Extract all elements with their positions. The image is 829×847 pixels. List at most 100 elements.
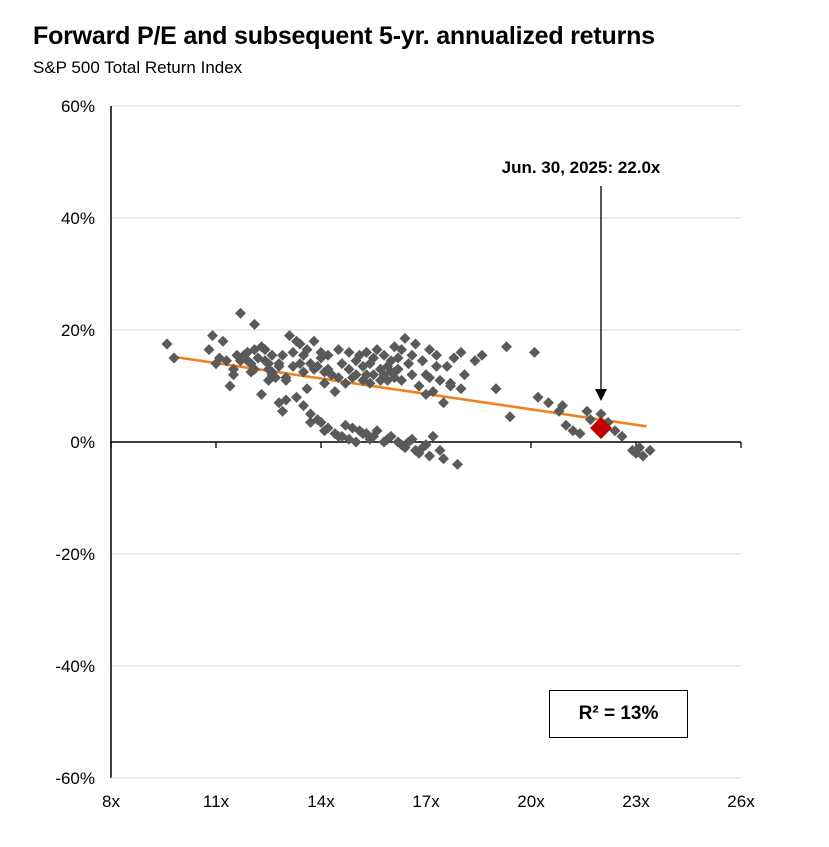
data-point xyxy=(259,355,271,367)
y-tick-label: 60% xyxy=(61,97,95,116)
data-point xyxy=(305,408,316,420)
data-point xyxy=(249,363,260,375)
data-point xyxy=(280,394,292,406)
data-point xyxy=(305,416,316,428)
data-point xyxy=(371,344,383,356)
data-point xyxy=(644,444,656,456)
data-point xyxy=(256,388,267,400)
data-point xyxy=(207,330,218,342)
y-tick-label: -60% xyxy=(55,769,95,788)
data-point xyxy=(431,360,442,372)
data-point xyxy=(203,344,215,356)
data-point xyxy=(333,430,344,442)
data-point xyxy=(634,442,645,454)
data-point xyxy=(249,318,260,330)
data-point xyxy=(441,360,453,372)
x-tick-label: 20x xyxy=(517,792,545,811)
data-point xyxy=(319,425,330,437)
chart-title: Forward P/E and subsequent 5-yr. annuali… xyxy=(33,22,655,50)
annotation-arrowhead xyxy=(595,389,607,401)
data-point xyxy=(637,450,649,462)
data-points xyxy=(161,307,656,470)
data-point xyxy=(368,369,379,381)
data-point xyxy=(399,332,411,344)
data-point xyxy=(396,374,407,386)
annotation-label: Jun. 30, 2025: 22.0x xyxy=(502,158,661,177)
data-point xyxy=(343,346,355,358)
data-point xyxy=(434,374,446,386)
y-tick-label: 20% xyxy=(61,321,95,340)
data-point xyxy=(294,358,306,370)
data-point xyxy=(424,372,435,384)
data-point xyxy=(277,349,288,361)
data-point xyxy=(413,380,425,392)
data-point xyxy=(312,360,323,372)
data-point xyxy=(361,428,372,440)
data-point xyxy=(287,346,299,358)
data-point xyxy=(424,344,435,356)
data-point xyxy=(319,377,330,389)
data-point xyxy=(392,352,404,364)
data-point xyxy=(595,408,607,420)
data-point xyxy=(403,358,414,370)
x-tick-label: 8x xyxy=(102,792,120,811)
data-point xyxy=(343,363,355,375)
data-point xyxy=(277,405,288,417)
x-tick-label: 14x xyxy=(307,792,335,811)
data-point xyxy=(322,349,334,361)
data-point xyxy=(259,344,271,356)
data-point xyxy=(529,346,540,358)
data-point xyxy=(301,383,313,395)
data-point xyxy=(434,444,446,456)
y-tick-label: -40% xyxy=(55,657,95,676)
data-point xyxy=(235,355,246,367)
data-point xyxy=(532,391,544,403)
data-point xyxy=(161,338,173,350)
r-squared-box: R² = 13% xyxy=(549,690,688,738)
data-point xyxy=(249,344,260,356)
data-point xyxy=(455,383,467,395)
x-tick-label: 23x xyxy=(622,792,650,811)
x-tick-label: 17x xyxy=(412,792,440,811)
r-squared-label: R² = 13% xyxy=(578,703,659,724)
data-point xyxy=(333,344,344,356)
data-point xyxy=(350,436,362,448)
data-point xyxy=(273,360,285,372)
data-point xyxy=(217,335,229,347)
data-point xyxy=(378,349,390,361)
data-point xyxy=(438,453,449,465)
data-point xyxy=(294,338,306,350)
data-point xyxy=(364,377,376,389)
data-point xyxy=(315,416,327,428)
data-point xyxy=(298,400,309,412)
data-point xyxy=(459,369,470,381)
data-point xyxy=(375,363,386,375)
data-point xyxy=(406,349,418,361)
data-point xyxy=(504,411,516,423)
data-point xyxy=(452,458,463,470)
data-point xyxy=(368,352,379,364)
data-point xyxy=(235,307,246,319)
data-point xyxy=(581,405,593,417)
data-point xyxy=(543,397,554,409)
data-point xyxy=(469,355,481,367)
data-point xyxy=(560,419,572,431)
data-point xyxy=(396,344,407,356)
data-point xyxy=(221,355,232,367)
data-point xyxy=(609,425,621,437)
data-point xyxy=(298,366,309,378)
data-point xyxy=(448,352,460,364)
data-point xyxy=(326,369,337,381)
data-point xyxy=(501,341,512,353)
current-point-layer xyxy=(590,417,612,439)
data-point xyxy=(228,363,239,375)
data-point xyxy=(336,358,348,370)
data-point xyxy=(361,346,372,358)
data-point xyxy=(403,436,414,448)
data-point xyxy=(228,369,239,381)
y-tick-label: 40% xyxy=(61,209,95,228)
data-point xyxy=(445,380,456,392)
data-point xyxy=(284,330,295,342)
data-point xyxy=(308,335,320,347)
